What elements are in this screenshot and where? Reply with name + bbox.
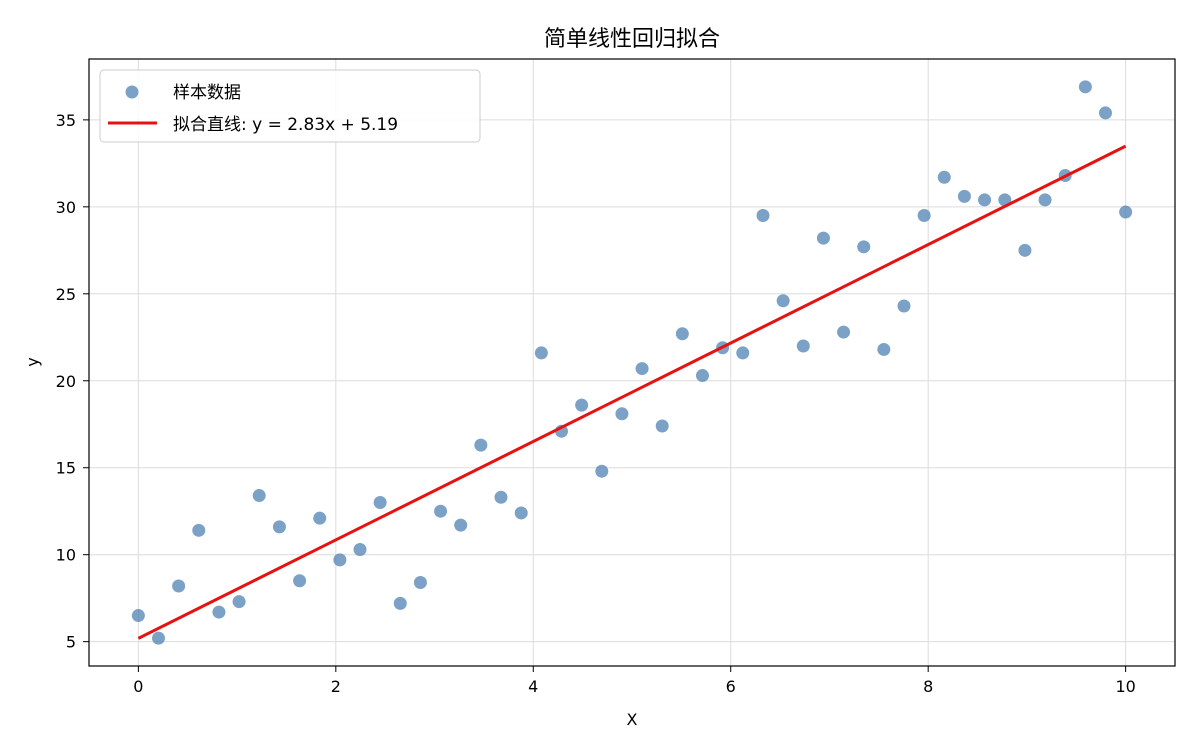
- y-tick-label: 20: [56, 372, 76, 391]
- scatter-point: [897, 299, 911, 313]
- scatter-point: [232, 595, 246, 609]
- scatter-point: [413, 576, 427, 590]
- scatter-point: [655, 419, 669, 433]
- scatter-point: [877, 342, 891, 356]
- scatter-point: [595, 464, 609, 478]
- scatter-point: [454, 518, 468, 532]
- scatter-point: [131, 609, 145, 623]
- scatter-point: [272, 520, 286, 534]
- chart-title: 简单线性回归拟合: [544, 27, 720, 52]
- x-axis-label: X: [627, 710, 638, 729]
- scatter-point: [575, 398, 589, 412]
- fit-line-layer: [137, 144, 1127, 640]
- scatter-point: [333, 553, 347, 567]
- y-tick-label: 5: [66, 633, 76, 652]
- x-tick-label: 10: [1115, 677, 1135, 696]
- scatter-point: [756, 209, 770, 223]
- scatter-point: [212, 605, 226, 619]
- y-tick-label: 15: [56, 459, 76, 478]
- scatter-point: [313, 511, 327, 525]
- scatter-point: [937, 170, 951, 184]
- y-axis-label: y: [23, 357, 42, 366]
- grid-lines: [89, 59, 1175, 666]
- scatter-points: [131, 80, 1133, 645]
- scatter-point: [152, 631, 166, 645]
- fit-line: [137, 144, 1127, 640]
- scatter-point: [957, 189, 971, 203]
- x-tick-label: 4: [528, 677, 538, 696]
- scatter-point: [252, 489, 266, 503]
- y-tick-label: 10: [56, 546, 76, 565]
- scatter-point: [494, 490, 508, 504]
- scatter-point: [857, 240, 871, 254]
- y-axis-ticks: 5 10 15 20 25 30 35: [56, 111, 89, 652]
- scatter-point: [192, 523, 206, 537]
- scatter-point: [1038, 193, 1052, 207]
- scatter-point: [353, 542, 367, 556]
- scatter-point: [837, 325, 851, 339]
- scatter-point: [1078, 80, 1092, 94]
- x-tick-label: 8: [923, 677, 933, 696]
- scatter-point: [434, 504, 448, 518]
- legend-scatter-marker: [125, 85, 139, 99]
- scatter-point: [172, 579, 186, 593]
- scatter-point: [635, 362, 649, 376]
- scatter-point: [736, 346, 750, 360]
- scatter-point: [917, 209, 931, 223]
- scatter-point: [675, 327, 689, 341]
- scatter-point: [615, 407, 629, 421]
- x-tick-label: 0: [133, 677, 143, 696]
- scatter-point: [534, 346, 548, 360]
- scatter-point: [393, 596, 407, 610]
- scatter-point: [776, 294, 790, 308]
- y-tick-label: 25: [56, 285, 76, 304]
- scatter-point: [796, 339, 810, 353]
- y-tick-label: 35: [56, 111, 76, 130]
- scatter-point: [373, 496, 387, 510]
- legend-box: [99, 69, 481, 143]
- scatter-point: [816, 231, 830, 245]
- legend-label-fit: 拟合直线: y = 2.83x + 5.19: [173, 115, 398, 135]
- plot-frame: [88, 58, 1176, 667]
- legend-label-scatter: 样本数据: [173, 83, 241, 103]
- scatter-point: [1119, 205, 1133, 219]
- scatter-point: [474, 438, 488, 452]
- scatter-point: [1098, 106, 1112, 120]
- scatter-point: [293, 574, 307, 588]
- scatter-point: [514, 506, 528, 520]
- y-tick-label: 30: [56, 198, 76, 217]
- scatter-point: [978, 193, 992, 207]
- x-axis-ticks: 0 2 4 6 8 10: [133, 666, 1136, 696]
- x-tick-label: 6: [726, 677, 736, 696]
- scatter-point: [695, 369, 709, 383]
- x-tick-label: 2: [331, 677, 341, 696]
- scatter-point: [1018, 243, 1032, 257]
- legend: 样本数据 拟合直线: y = 2.83x + 5.19: [99, 69, 481, 143]
